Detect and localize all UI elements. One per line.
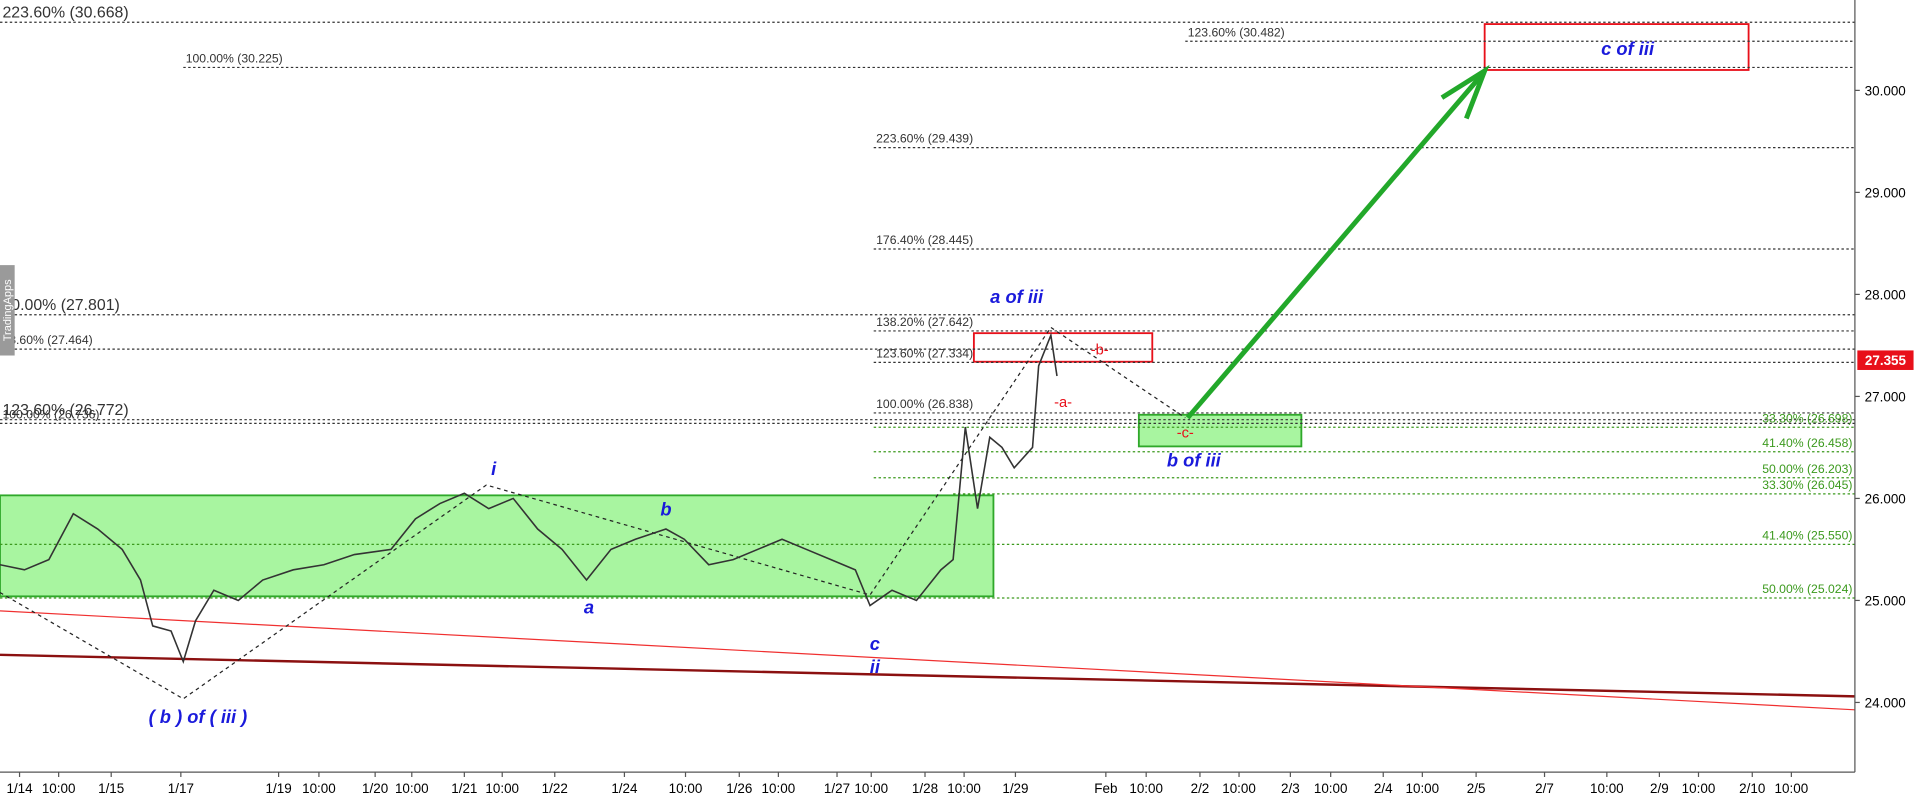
wave-path (0, 326, 1186, 700)
y-tick-label: 28.000 (1865, 287, 1906, 302)
x-tick-label: 10:00 (1682, 781, 1716, 796)
x-tick-label: 10:00 (1222, 781, 1256, 796)
x-tick-label: 10:00 (1129, 781, 1163, 796)
x-tick-label: 1/21 (451, 781, 477, 796)
wave-label: -c- (1177, 425, 1194, 441)
x-tick-label: 1/29 (1002, 781, 1028, 796)
wave-label: ( b ) of ( iii ) (149, 706, 248, 727)
wave-label: -a- (1054, 395, 1072, 411)
x-tick-label: 10:00 (42, 781, 76, 796)
price-line (0, 332, 1058, 665)
x-tick-label: 1/24 (611, 781, 638, 796)
x-tick-label: 10:00 (485, 781, 519, 796)
fib-label: 33.30% (26.045) (1762, 478, 1852, 492)
wave-label: a of iii (990, 286, 1044, 307)
fib-label: 138.20% (27.642) (876, 315, 973, 329)
x-tick-label: 10:00 (395, 781, 429, 796)
wave-label: c of iii (1601, 38, 1655, 59)
wave-label: a (584, 596, 594, 617)
zone (972, 332, 1154, 363)
x-tick-label: 2/9 (1650, 781, 1669, 796)
x-tick-label: 1/20 (362, 781, 388, 796)
x-tick-label: 1/27 (824, 781, 850, 796)
x-tick-label: 10:00 (854, 781, 888, 796)
x-tick-label: 2/2 (1191, 781, 1210, 796)
fib-label: 223.60% (30.668) (2, 4, 128, 21)
x-tick-label: 10:00 (669, 781, 703, 796)
zone (1137, 413, 1303, 448)
watermark-bg (0, 265, 15, 356)
price-tag-label: 27.355 (1865, 353, 1907, 368)
fib-label: 41.40% (25.550) (1762, 528, 1852, 542)
y-tick-label: 25.000 (1865, 593, 1906, 608)
x-tick-label: 10:00 (947, 781, 981, 796)
fib-label: 100.00% (26.838) (876, 397, 973, 411)
x-tick-label: 2/7 (1535, 781, 1554, 796)
x-tick-label: 1/22 (542, 781, 568, 796)
x-tick-label: 10:00 (1406, 781, 1440, 796)
x-tick-label: 2/4 (1374, 781, 1393, 796)
x-tick-label: 1/26 (726, 781, 752, 796)
wave-label: b of iii (1167, 450, 1222, 471)
zone (1483, 23, 1750, 71)
fib-label: 33.30% (26.698) (1762, 411, 1852, 425)
fib-label: 123.60% (26.772) (2, 402, 128, 419)
y-tick-label: 27.000 (1865, 389, 1906, 404)
wave-label: c (870, 633, 880, 654)
fib-label: 23.60% (27.464) (2, 333, 92, 347)
x-tick-label: 1/19 (266, 781, 292, 796)
price-tag (1857, 350, 1914, 370)
fib-label: 50.00% (27.801) (2, 297, 119, 314)
x-tick-label: 1/15 (98, 781, 124, 796)
fib-label: 50.00% (26.203) (1762, 462, 1852, 476)
x-tick-label: Feb (1094, 781, 1117, 796)
projection-arrow (1185, 64, 1490, 420)
x-tick-label: 10:00 (1314, 781, 1348, 796)
x-tick-label: 10:00 (302, 781, 336, 796)
wave-label: b (660, 499, 671, 520)
x-tick-label: 1/17 (168, 781, 194, 796)
x-tick-label: 10:00 (1775, 781, 1809, 796)
fib-label: 176.40% (28.445) (876, 233, 973, 247)
y-tick-label: 29.000 (1865, 185, 1906, 200)
x-tick-label: 10:00 (762, 781, 796, 796)
fib-label: 50.00% (25.024) (1762, 582, 1852, 596)
fib-label: 123.60% (27.334) (876, 346, 973, 360)
fib-label: 123.60% (30.482) (1188, 25, 1285, 39)
fib-label: 100.00% (30.225) (186, 52, 283, 66)
y-tick-label: 30.000 (1865, 83, 1906, 98)
watermark: TradingApps (2, 279, 14, 341)
y-tick-label: 24.000 (1865, 695, 1906, 710)
y-tick-label: 26.000 (1865, 491, 1906, 506)
x-tick-label: 1/14 (6, 781, 33, 796)
x-tick-label: 2/5 (1467, 781, 1486, 796)
fib-label: 100.00% (26.736) (2, 407, 99, 421)
trend-line (0, 610, 1855, 711)
wave-label: i (491, 458, 497, 479)
wave-label: ii (870, 656, 881, 677)
x-tick-label: 10:00 (1590, 781, 1624, 796)
x-tick-label: 2/10 (1739, 781, 1765, 796)
fib-label: 41.40% (26.458) (1762, 436, 1852, 450)
wave-label: -b- (1091, 342, 1109, 358)
trend-line (0, 653, 1855, 698)
fib-label: 223.60% (29.439) (876, 132, 973, 146)
x-tick-label: 1/28 (912, 781, 938, 796)
x-tick-label: 2/3 (1281, 781, 1300, 796)
zone (0, 494, 995, 598)
